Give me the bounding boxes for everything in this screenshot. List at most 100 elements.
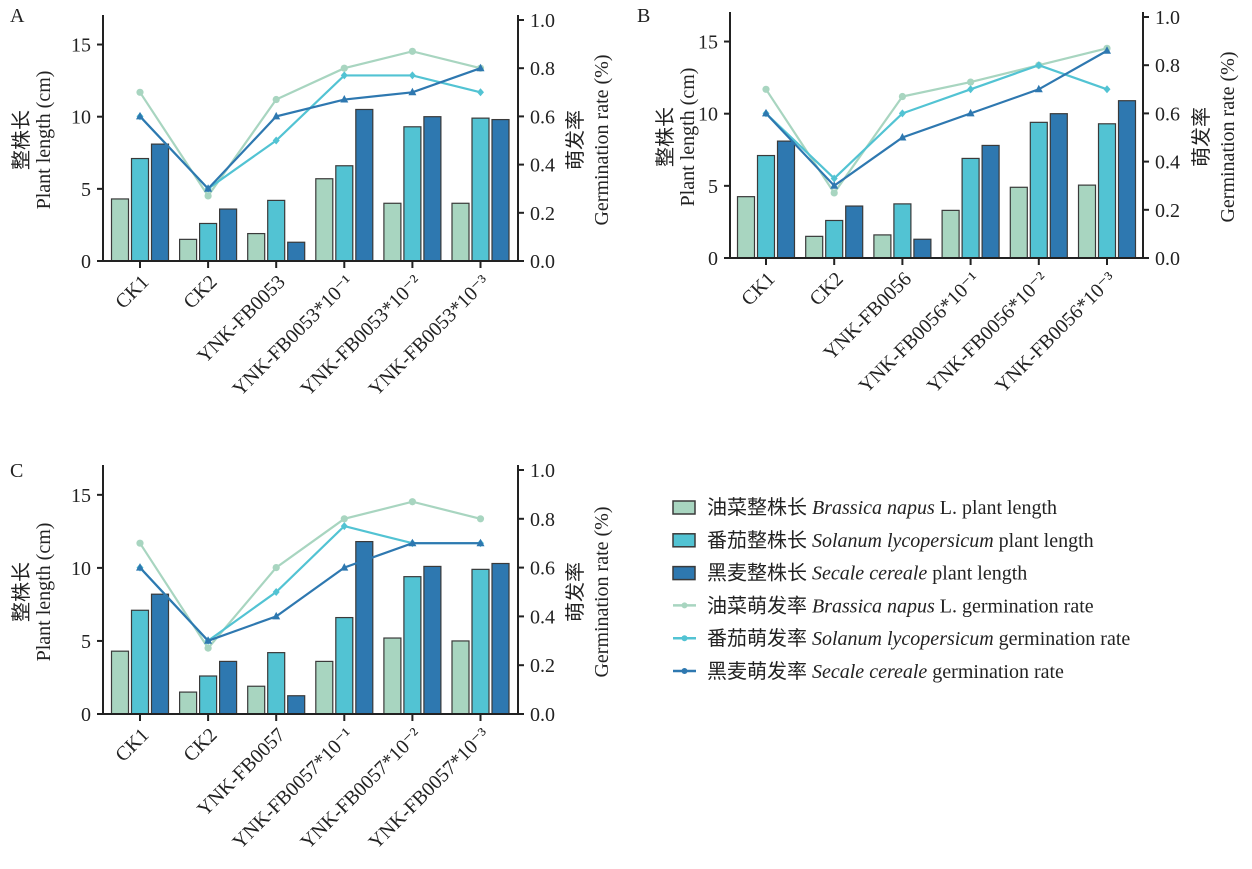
- marker-circle-brassica: [136, 539, 144, 547]
- marker-diamond-solanum: [898, 109, 906, 118]
- bar-solanum: [961, 157, 980, 259]
- bar-brassica: [383, 637, 402, 715]
- legend-label: 番茄整株长 Solanum lycopersicum plant length: [707, 529, 1094, 552]
- legend-label-species: Secale cereale: [812, 661, 927, 683]
- marker-circle-brassica: [830, 189, 838, 197]
- legend-marker-solanum: [681, 635, 688, 642]
- left-tick-label: 10: [71, 558, 91, 580]
- bar-solanum: [403, 576, 422, 715]
- legend-label-suffix: germination rate: [927, 661, 1064, 683]
- marker-circle-brassica: [204, 644, 212, 652]
- line-brassica: [765, 47, 1108, 195]
- x-tick-label: YNK-FB0053*10⁻²: [297, 271, 426, 400]
- left-tick-label: 15: [698, 32, 718, 54]
- legend-label-cn: 油菜整株长: [707, 496, 812, 519]
- marker-diamond-solanum: [967, 85, 975, 94]
- legend-swatch-brassica: [672, 500, 696, 515]
- legend-label: 黑麦萌发率 Secale cereale germination rate: [707, 660, 1064, 683]
- line-brassica: [139, 50, 481, 198]
- right-tick-label: 0.4: [530, 155, 555, 177]
- marker-circle-brassica: [476, 515, 485, 523]
- right-axis-title-cn: 萌发率: [564, 562, 587, 622]
- bar-secale: [491, 118, 510, 262]
- bar-solanum: [335, 616, 354, 715]
- legend-label-cn: 番茄整株长: [707, 529, 812, 552]
- marker-circle-brassica: [272, 564, 280, 572]
- left-tick-label: 0: [81, 704, 91, 726]
- right-tick-label: 0.2: [530, 203, 555, 225]
- left-tick-label: 0: [708, 248, 718, 270]
- line-secale: [139, 67, 481, 191]
- legend-label-cn: 油菜萌发率: [707, 594, 812, 617]
- right-tick-label: 1.0: [1155, 7, 1180, 29]
- marker-triangle-secale: [204, 184, 213, 192]
- marker-diamond-solanum: [830, 174, 838, 183]
- panel-letter: C: [10, 460, 23, 482]
- bar-brassica: [179, 691, 198, 715]
- right-axis-title-en: Germination rate (%): [1217, 51, 1239, 222]
- marker-diamond-solanum: [272, 136, 280, 145]
- bar-secale: [845, 205, 864, 259]
- bar-secale: [355, 540, 374, 715]
- right-tick-label: 1.0: [530, 10, 555, 32]
- x-tick-label: YNK-FB0053*10⁻³: [365, 271, 494, 400]
- marker-triangle-secale: [204, 636, 213, 644]
- marker-triangle-secale: [830, 181, 839, 189]
- panel-letter: A: [10, 5, 25, 27]
- legend-item: 黑麦整株长 Secale cereale plant length: [672, 562, 1027, 585]
- marker-diamond-solanum: [1035, 61, 1043, 70]
- right-tick-label: 0.6: [1155, 103, 1180, 125]
- left-tick-label: 5: [81, 631, 91, 653]
- right-axis-title-cn: 萌发率: [564, 110, 587, 170]
- bar-secale: [150, 593, 170, 715]
- bar-solanum: [471, 568, 490, 715]
- bar-brassica: [873, 234, 892, 259]
- legend-swatch-secale: [672, 565, 696, 581]
- bar-secale: [423, 565, 442, 715]
- line-solanum: [765, 64, 1108, 180]
- marker-circle-brassica: [898, 92, 907, 101]
- right-tick-label: 0.2: [1155, 200, 1180, 222]
- right-tick-label: 0.0: [530, 251, 555, 273]
- marker-diamond-solanum: [477, 88, 484, 97]
- bar-brassica: [736, 196, 756, 259]
- legend-label: 油菜萌发率 Brassica napus L. germination rate: [707, 594, 1094, 617]
- legend-label-suffix: L. germination rate: [935, 595, 1094, 617]
- bar-secale: [150, 143, 170, 262]
- legend-label: 油菜整株长 Brassica napus L. plant length: [707, 496, 1057, 519]
- bar-solanum: [130, 609, 150, 715]
- marker-circle-brassica: [967, 78, 975, 86]
- x-tick-label: YNK-FB0056*10⁻²: [923, 268, 1052, 397]
- marker-triangle-secale: [408, 538, 417, 547]
- bar-solanum: [199, 675, 218, 715]
- bar-brassica: [451, 202, 470, 262]
- marker-circle-brassica: [408, 47, 416, 55]
- right-tick-label: 0.2: [530, 655, 555, 677]
- line-secale: [765, 49, 1108, 188]
- left-axis-title-cn: 整株长: [654, 107, 677, 167]
- x-tick-label: YNK-FB0056*10⁻³: [991, 268, 1120, 397]
- x-tick-label: CK1: [111, 724, 153, 766]
- legend-item: 番茄整株长 Solanum lycopersicum plant length: [672, 529, 1094, 552]
- legend-label: 番茄萌发率 Solanum lycopersicum germination r…: [707, 627, 1130, 650]
- bar-secale: [219, 208, 238, 262]
- right-tick-label: 0.8: [1155, 55, 1180, 77]
- right-axis-title-cn: 萌发率: [1190, 107, 1213, 167]
- legend-item: 番茄萌发率 Solanum lycopersicum germination r…: [673, 627, 1130, 650]
- bar-brassica: [247, 685, 266, 715]
- marker-triangle-secale: [272, 111, 281, 120]
- bar-brassica: [179, 238, 198, 262]
- x-tick-label: CK1: [737, 268, 779, 310]
- left-axis-title-en: Plant length (cm): [677, 68, 699, 207]
- marker-triangle-secale: [272, 611, 281, 620]
- marker-triangle-secale: [1034, 84, 1043, 93]
- left-tick-label: 10: [698, 104, 718, 126]
- left-tick-label: 15: [71, 35, 91, 57]
- bar-secale: [776, 140, 796, 259]
- x-tick-label: YNK-FB0053*10⁻¹: [228, 271, 357, 400]
- marker-circle-brassica: [136, 88, 144, 96]
